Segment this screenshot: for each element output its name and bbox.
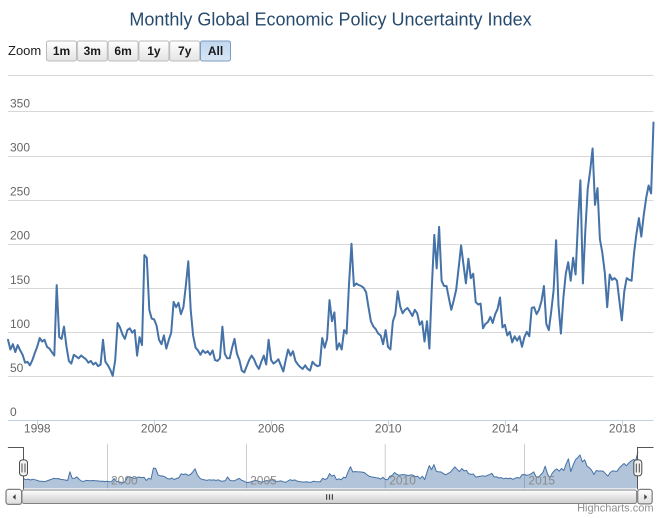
svg-text:0: 0 <box>10 405 17 419</box>
svg-text:2014: 2014 <box>492 422 519 436</box>
svg-text:1m: 1m <box>53 44 70 58</box>
svg-text:50: 50 <box>10 361 24 375</box>
svg-text:2010: 2010 <box>389 474 416 488</box>
svg-text:200: 200 <box>10 229 30 243</box>
svg-text:1y: 1y <box>147 44 161 58</box>
svg-text:150: 150 <box>10 273 30 287</box>
svg-text:3m: 3m <box>84 44 101 58</box>
svg-text:6m: 6m <box>114 44 131 58</box>
svg-text:7y: 7y <box>178 44 192 58</box>
svg-text:100: 100 <box>10 317 30 331</box>
svg-text:350: 350 <box>10 97 30 111</box>
svg-text:2002: 2002 <box>141 422 168 436</box>
svg-text:250: 250 <box>10 185 30 199</box>
svg-text:2000: 2000 <box>111 474 138 488</box>
svg-text:Zoom: Zoom <box>8 43 41 58</box>
svg-text:2005: 2005 <box>250 474 277 488</box>
svg-text:1998: 1998 <box>24 422 51 436</box>
svg-text:Highcharts.com: Highcharts.com <box>577 503 653 515</box>
svg-text:2010: 2010 <box>375 422 402 436</box>
svg-text:2018: 2018 <box>609 422 636 436</box>
svg-text:All: All <box>208 44 223 58</box>
svg-text:2015: 2015 <box>528 474 555 488</box>
svg-text:2006: 2006 <box>258 422 285 436</box>
svg-text:300: 300 <box>10 141 30 155</box>
svg-text:Monthly Global Economic Policy: Monthly Global Economic Policy Uncertain… <box>129 10 531 30</box>
